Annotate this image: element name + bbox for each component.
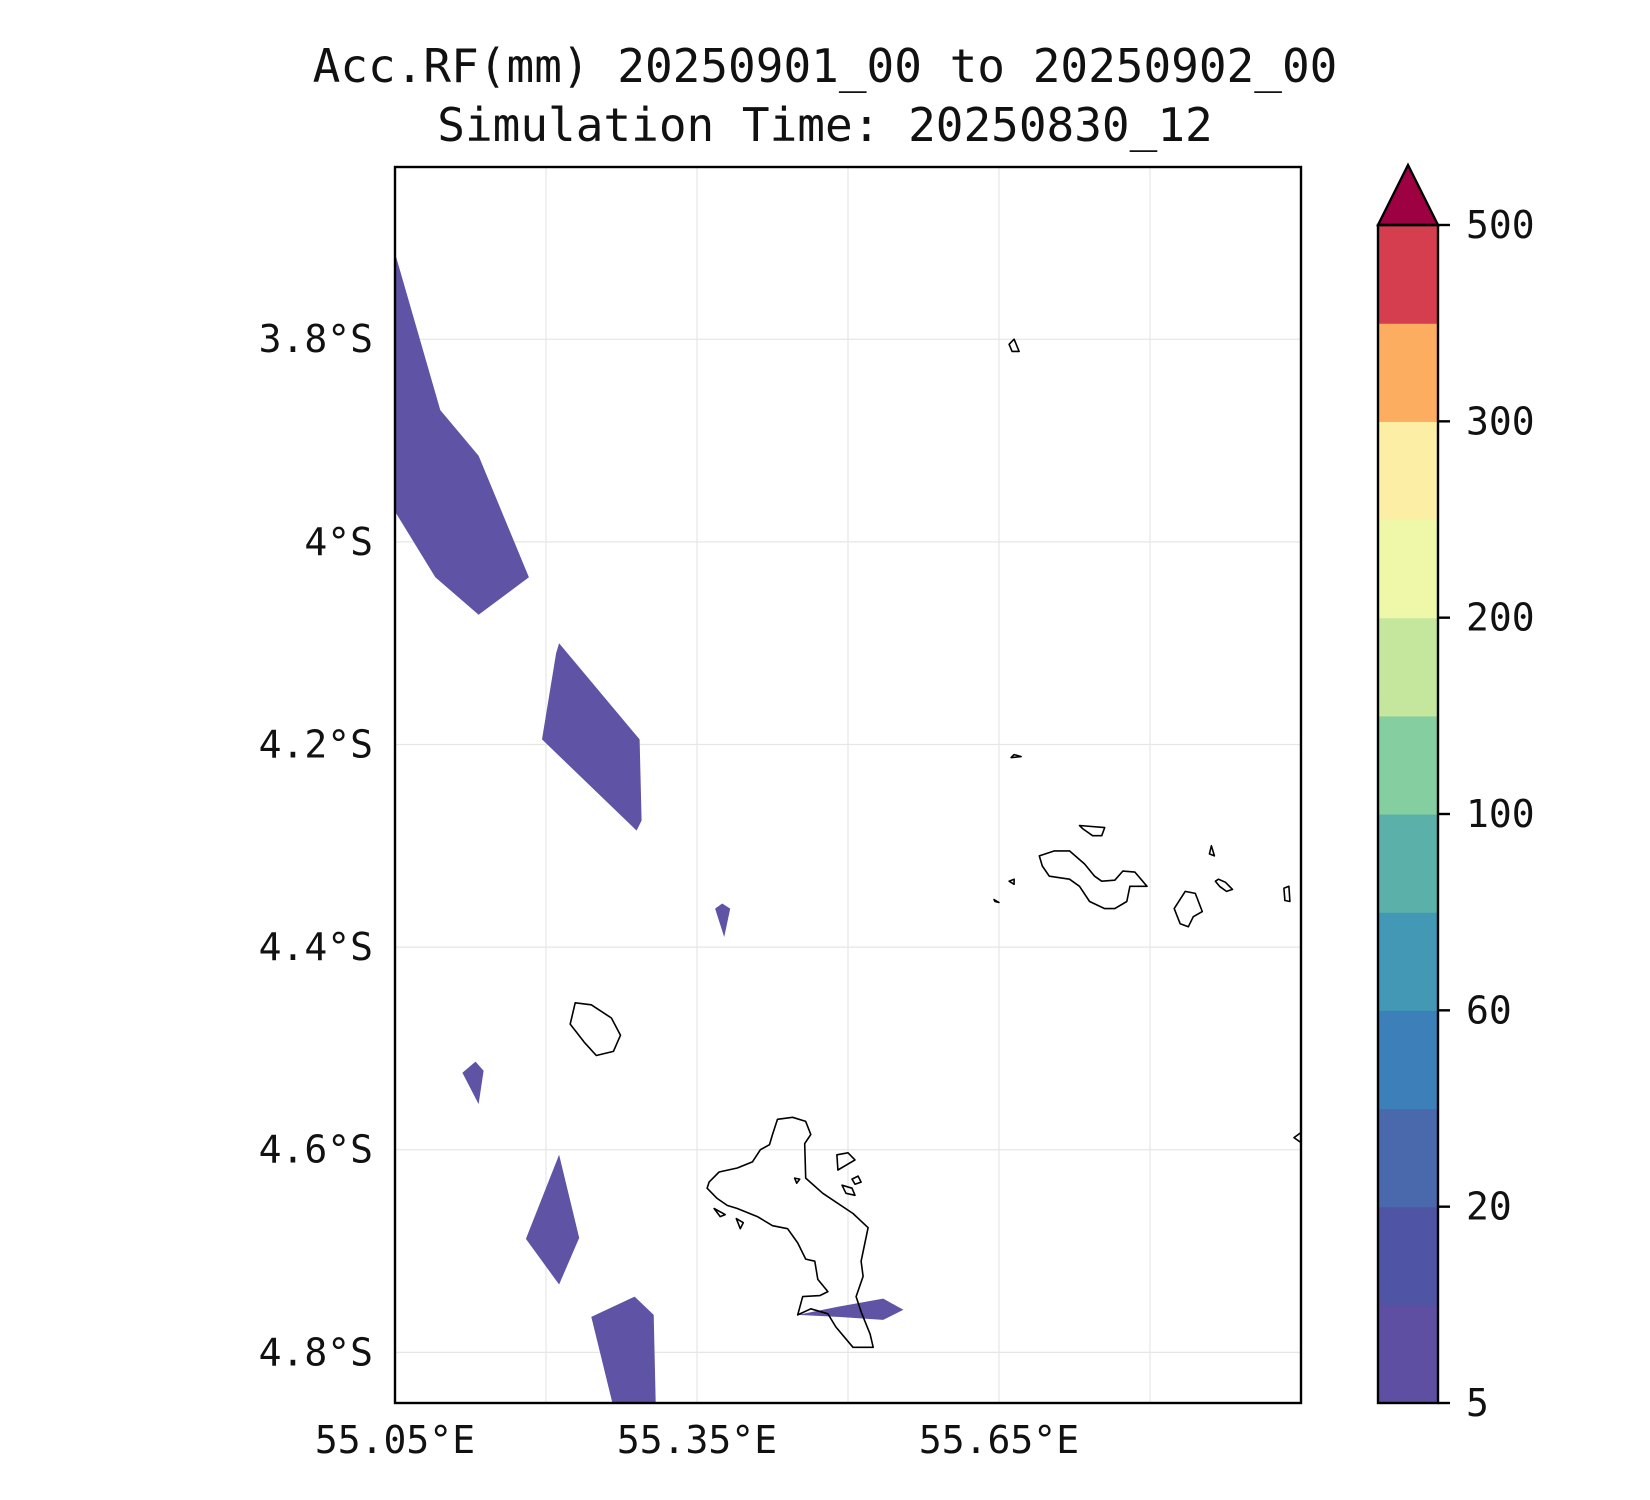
map-panel: 55.05°E 55.35°E 55.65°E 3.8°S 4°S 4.2°S 4.4°S… bbox=[259, 165, 1303, 1462]
colorbar-tick-label-5: 300 bbox=[1466, 399, 1535, 443]
coastline-islet-east-2 bbox=[1283, 885, 1291, 903]
coastline-islet-east-edge bbox=[1293, 1131, 1301, 1144]
colorbar-tick-label-1: 20 bbox=[1466, 1185, 1512, 1229]
colorbar-tick-label-3: 100 bbox=[1466, 792, 1535, 836]
latitude-tick-labels: 3.8°S 4°S 4.2°S 4.4°S 4.6°S 4.8°S bbox=[259, 317, 373, 1374]
colorbar-bands bbox=[1378, 225, 1438, 1404]
coastline-mahe-west-islet-2 bbox=[735, 1217, 745, 1230]
longitude-tick-labels: 55.05°E 55.35°E 55.65°E bbox=[315, 1418, 1079, 1462]
rain-area-north bbox=[395, 253, 529, 615]
rain-area-small-east bbox=[715, 903, 731, 937]
colorbar-band-40-60 bbox=[1378, 1010, 1438, 1110]
coastline-mahe-islet-2 bbox=[841, 1184, 856, 1197]
colorbar-extend-arrow bbox=[1376, 162, 1440, 227]
coastline-silhouette bbox=[569, 1001, 622, 1057]
colorbar-band-100-150 bbox=[1378, 715, 1438, 815]
rain-area-south-west bbox=[525, 1154, 580, 1285]
figure-title-line1: Acc.RF(mm) 20250901_00 to 20250902_00 bbox=[313, 39, 1338, 93]
figure-title-line2: Simulation Time: 20250830_12 bbox=[437, 98, 1212, 152]
coastline-praslin-islet-2 bbox=[993, 898, 1000, 904]
colorbar-band-300-400 bbox=[1378, 323, 1438, 422]
colorbar-band-250-300 bbox=[1378, 421, 1438, 521]
rain-area-small-west bbox=[462, 1061, 484, 1105]
coastline-mahe-west-islet-1 bbox=[713, 1207, 727, 1218]
lat-tick-label-3: 4.4°S bbox=[259, 925, 373, 969]
coastline-la-digue bbox=[1173, 890, 1204, 928]
colorbar-band-60-80 bbox=[1378, 912, 1438, 1011]
coastline-aride bbox=[1010, 753, 1022, 759]
rain-area-south bbox=[591, 1296, 656, 1403]
coastline-mahe-islet-4 bbox=[793, 1177, 801, 1184]
lon-tick-label-0: 55.05°E bbox=[315, 1418, 475, 1462]
rain-area-north-central bbox=[542, 643, 642, 831]
coastline-mahe-east-islet bbox=[836, 1152, 856, 1171]
lon-tick-label-1: 55.35°E bbox=[617, 1418, 777, 1462]
colorbar-band-20-40 bbox=[1378, 1108, 1438, 1208]
lat-tick-label-0: 3.8°S bbox=[259, 317, 373, 361]
colorbar-tick-labels: 5 20 60 100 200 300 500 bbox=[1438, 203, 1535, 1425]
rainfall-areas bbox=[395, 253, 904, 1403]
colorbar-band-80-100 bbox=[1378, 814, 1438, 913]
coastline-mahe-islet-3 bbox=[851, 1175, 862, 1185]
colorbar-band-10-20 bbox=[1378, 1206, 1438, 1306]
coastline-praslin-islet-1 bbox=[1008, 878, 1015, 886]
coastline-north-islet bbox=[1008, 338, 1020, 353]
map-frame bbox=[393, 165, 1303, 1405]
coastline-felicite bbox=[1214, 878, 1234, 893]
coastline-praslin bbox=[1038, 850, 1148, 910]
colorbar-band-400-500 bbox=[1378, 225, 1438, 324]
colorbar-tick-label-2: 60 bbox=[1466, 988, 1512, 1032]
colorbar-band-5-10 bbox=[1378, 1304, 1438, 1404]
gridlines bbox=[395, 167, 1301, 1403]
colorbar-band-200-250 bbox=[1378, 519, 1438, 619]
coastline-islet-east-1 bbox=[1208, 844, 1216, 857]
colorbar-tick-label-6: 500 bbox=[1466, 203, 1535, 247]
lon-tick-label-2: 55.65°E bbox=[919, 1418, 1079, 1462]
coastline-curieuse bbox=[1078, 824, 1106, 837]
rain-area-mahe-south bbox=[797, 1298, 904, 1320]
lat-tick-label-1: 4°S bbox=[304, 520, 373, 564]
coastline-mahe bbox=[706, 1116, 875, 1349]
colorbar-tick-label-0: 5 bbox=[1466, 1381, 1489, 1425]
colorbar-band-150-200 bbox=[1378, 617, 1438, 717]
lat-tick-label-4: 4.6°S bbox=[259, 1128, 373, 1172]
lat-tick-label-2: 4.2°S bbox=[259, 722, 373, 766]
lat-tick-label-5: 4.8°S bbox=[259, 1330, 373, 1374]
coastlines bbox=[569, 338, 1301, 1349]
colorbar-tick-label-4: 200 bbox=[1466, 596, 1535, 640]
colorbar: 5 20 60 100 200 300 500 bbox=[1376, 162, 1535, 1425]
